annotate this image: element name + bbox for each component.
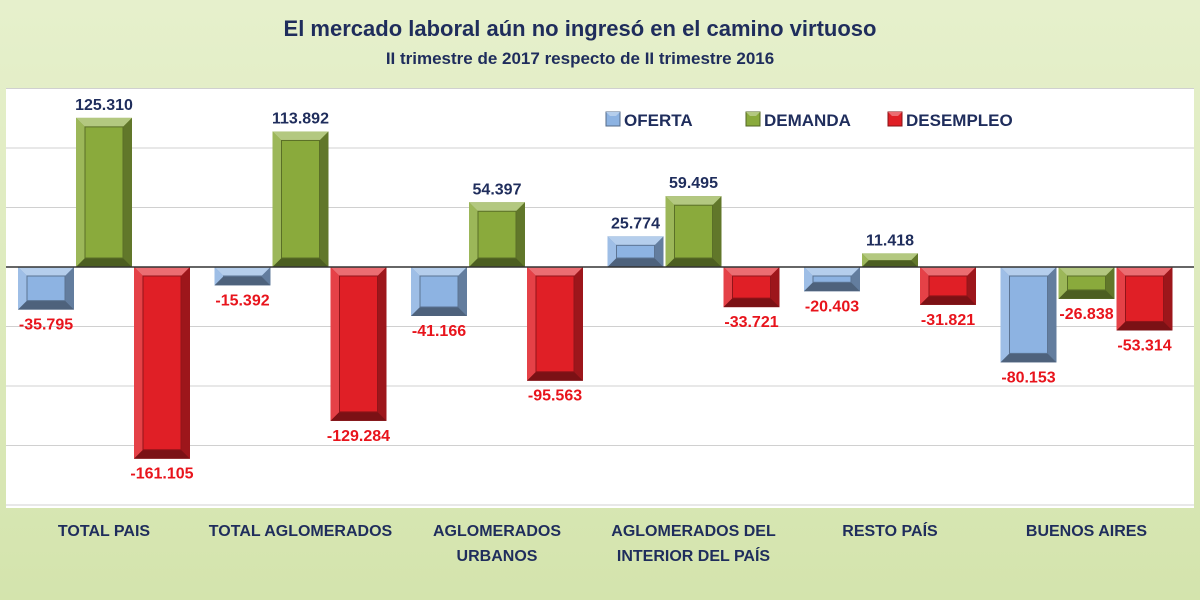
bar-desempleo	[920, 267, 976, 305]
bar-oferta	[214, 267, 271, 286]
bar-demanda	[862, 253, 918, 267]
bar-demanda	[665, 196, 722, 267]
chart-title: El mercado laboral aún no ingresó en el …	[284, 16, 877, 41]
bar-oferta	[1000, 267, 1057, 363]
legend-label: DESEMPLEO	[906, 111, 1013, 130]
category-label: URBANOS	[457, 548, 538, 565]
data-label: 25.774	[611, 215, 660, 232]
bar-desempleo	[134, 267, 190, 459]
data-label: -15.392	[215, 292, 269, 309]
data-label: -20.403	[805, 298, 859, 315]
bar-oferta	[411, 267, 467, 316]
data-label: -53.314	[1117, 337, 1171, 354]
data-label: -26.838	[1059, 306, 1113, 323]
data-label: 54.397	[473, 181, 522, 198]
data-label: -41.166	[412, 323, 466, 340]
data-label: -33.721	[724, 314, 778, 331]
plot-area	[6, 88, 1194, 508]
category-label: TOTAL PAIS	[58, 523, 150, 540]
data-labels: -35.795 125.310 -161.105 -15.392 113.892 -129…	[19, 97, 1172, 483]
category-label: AGLOMERADOS DEL	[611, 523, 776, 540]
bar-desempleo	[330, 267, 387, 421]
data-label: -161.105	[130, 466, 193, 483]
data-label: -35.795	[19, 317, 73, 334]
bar-desempleo	[1116, 267, 1173, 331]
legend-swatch-demanda	[745, 111, 761, 127]
legend: OFERTA DEMANDA DESEMPLEO	[605, 111, 1013, 130]
category-label: BUENOS AIRES	[1026, 523, 1148, 540]
bar-desempleo	[527, 267, 583, 381]
bar-oferta	[804, 267, 860, 292]
data-label: -95.563	[528, 388, 582, 405]
chart-subtitle: II trimestre de 2017 respecto de II trim…	[386, 49, 774, 68]
data-label: -80.153	[1001, 369, 1055, 386]
bar-demanda	[1058, 267, 1115, 299]
data-label: 11.418	[866, 232, 914, 249]
data-label: 113.892	[272, 110, 329, 127]
data-label: 59.495	[669, 175, 718, 192]
category-label: AGLOMERADOS	[433, 523, 561, 540]
bar-demanda	[272, 131, 329, 267]
legend-label: DEMANDA	[764, 111, 851, 130]
data-label: -31.821	[921, 312, 975, 329]
category-label: INTERIOR DEL PAÍS	[617, 546, 771, 565]
bars	[18, 117, 1173, 459]
data-label: -129.284	[327, 428, 390, 445]
legend-label: OFERTA	[624, 111, 693, 130]
legend-swatch-desempleo	[887, 111, 903, 127]
gridlines	[6, 88, 1194, 506]
bar-oferta	[607, 236, 664, 267]
bar-desempleo	[723, 267, 780, 308]
bar-oferta	[18, 267, 74, 310]
data-label: 125.310	[75, 97, 133, 114]
bar-demanda	[76, 117, 132, 267]
category-labels: TOTAL PAIS TOTAL AGLOMERADOS AGLOMERADOS UR…	[58, 521, 1148, 565]
category-label: RESTO PAÍS	[842, 521, 938, 540]
category-label: TOTAL AGLOMERADOS	[209, 523, 393, 540]
bar-demanda	[469, 202, 525, 267]
legend-swatch-oferta	[605, 111, 621, 127]
